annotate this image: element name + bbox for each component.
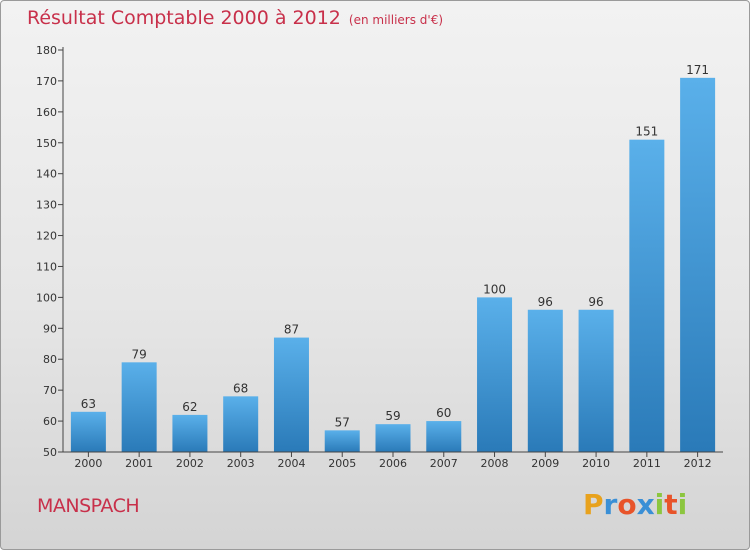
x-tick-label-2011: 2011 [633, 457, 661, 470]
y-tick-label: 80 [43, 353, 57, 366]
chart-unit-label: (en milliers d'€) [348, 13, 444, 27]
logo-letter: P [583, 488, 604, 521]
x-tick-label-2008: 2008 [481, 457, 509, 470]
y-tick-label: 50 [43, 446, 57, 459]
data-label-2004: 87 [284, 323, 299, 337]
logo-letter: r [603, 488, 618, 521]
x-tick-label-2000: 2000 [74, 457, 102, 470]
data-label-2003: 68 [233, 381, 248, 395]
bar-2007 [426, 421, 462, 452]
y-tick-label: 170 [36, 75, 57, 88]
x-tick-label-2002: 2002 [176, 457, 204, 470]
x-tick-label-2001: 2001 [125, 457, 153, 470]
bar-2003 [223, 396, 259, 452]
logo-letter: t [664, 488, 678, 521]
bar-2009 [527, 309, 563, 452]
bar-2002 [172, 414, 208, 452]
x-tick-label-2012: 2012 [684, 457, 712, 470]
chart-title: Résultat Comptable 2000 à 2012 (en millie… [27, 7, 443, 29]
logo-letter: i [654, 488, 665, 521]
commune-name: MANSPACH [37, 495, 140, 517]
x-tick-label-2009: 2009 [531, 457, 559, 470]
data-label-2010: 96 [588, 295, 603, 309]
y-tick-label: 90 [43, 322, 57, 335]
x-tick-label-2006: 2006 [379, 457, 407, 470]
logo-letter: i [677, 488, 688, 521]
data-label-2000: 63 [81, 397, 96, 411]
bar-2001 [121, 362, 157, 452]
chart-title-text: Résultat Comptable 2000 à 2012 [27, 7, 341, 29]
data-label-2006: 59 [385, 409, 400, 423]
logo-letter: x [636, 488, 655, 521]
y-tick-label: 180 [36, 44, 57, 57]
data-label-2007: 60 [436, 406, 451, 420]
data-label-2012: 171 [686, 63, 709, 77]
data-label-2002: 62 [182, 400, 197, 414]
data-label-2009: 96 [538, 295, 553, 309]
y-tick-label: 130 [36, 199, 57, 212]
y-tick-label: 60 [43, 415, 57, 428]
data-label-2005: 57 [335, 415, 350, 429]
x-axis: 2000 2001 2002 2003 2004 2005 2006 2007 2008 2009… [63, 451, 723, 470]
y-tick-label: 140 [36, 168, 57, 181]
bar-2000 [70, 411, 106, 452]
y-tick-label: 100 [36, 291, 57, 304]
bar-2005 [324, 430, 360, 452]
bar-2004 [273, 337, 309, 452]
logo-letter: o [617, 488, 637, 521]
bar-2011 [629, 139, 665, 452]
y-tick-label: 120 [36, 230, 57, 243]
x-tick-label-2010: 2010 [582, 457, 610, 470]
data-label-2011: 151 [635, 125, 658, 139]
proxiti-logo[interactable]: Proxiti [583, 488, 687, 521]
bars: 63 79 62 68 87 57 59 60 100 96 96 151 171 [70, 63, 716, 452]
x-tick-label-2005: 2005 [328, 457, 356, 470]
bar-2008 [477, 297, 513, 452]
y-axis: 50 60 70 80 90 100 110 120 130 140 150 160 170 180 [36, 44, 64, 459]
bar-2006 [375, 424, 411, 452]
data-label-2001: 79 [132, 347, 147, 361]
y-tick-label: 160 [36, 106, 57, 119]
x-tick-label-2007: 2007 [430, 457, 458, 470]
y-tick-label: 70 [43, 384, 57, 397]
bar-2012 [680, 77, 716, 452]
bar-2010 [578, 309, 614, 452]
y-tick-label: 150 [36, 137, 57, 150]
x-tick-label-2004: 2004 [277, 457, 305, 470]
data-label-2008: 100 [483, 282, 506, 296]
x-tick-label-2003: 2003 [227, 457, 255, 470]
y-tick-label: 110 [36, 260, 57, 273]
